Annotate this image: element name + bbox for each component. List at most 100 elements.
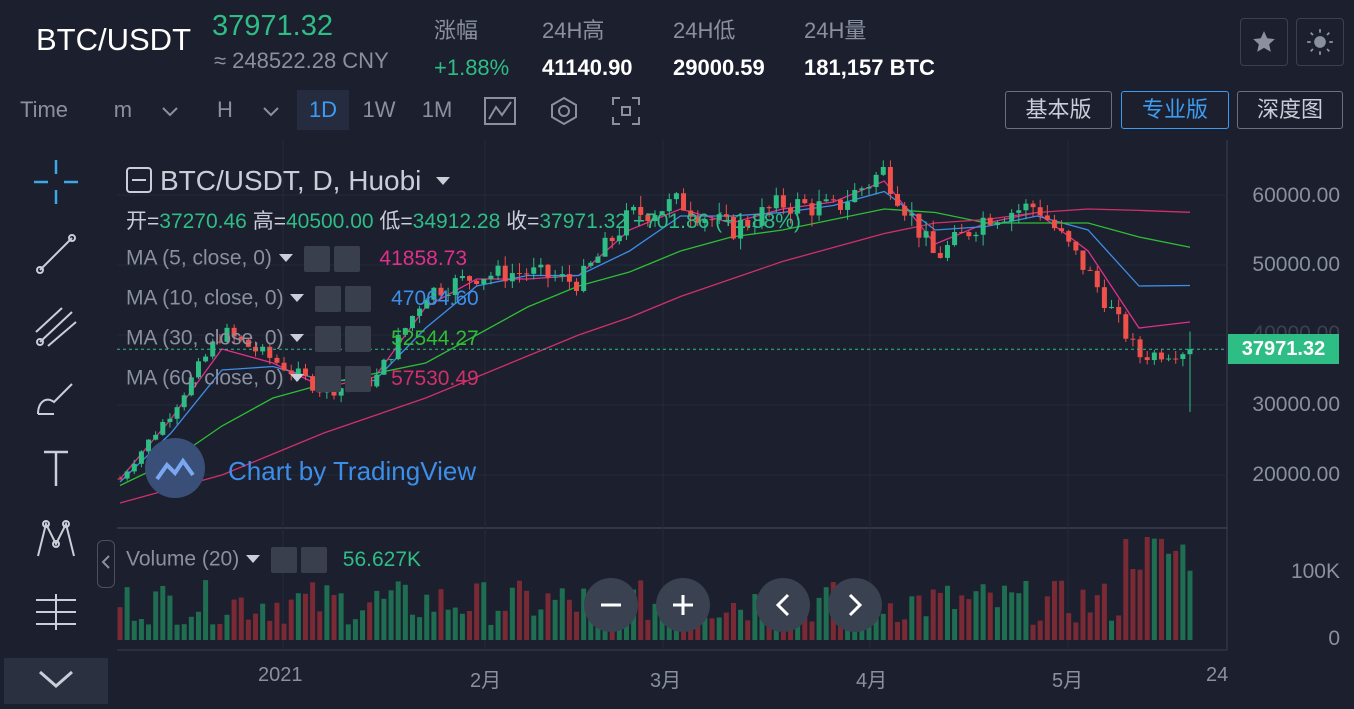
volume-bar [238,597,244,640]
volume-bar [923,616,929,640]
collapse-panel-button[interactable] [97,540,115,588]
more-tools-button[interactable] [4,658,108,704]
volume-value: 181,157 BTC [804,55,935,80]
ma-close-icon[interactable] [345,326,372,352]
volume-settings-icon[interactable] [270,547,297,573]
chevron-left-icon [101,555,110,569]
chevron-down-icon [263,107,279,117]
tradingview-watermark[interactable]: Chart by TradingView [228,456,477,486]
chart-legend-title[interactable]: BTC/USDT, D, Huobi [126,165,451,197]
scroll-right-button[interactable] [828,578,882,632]
volume-bar [153,591,159,640]
candle-body [224,327,230,342]
candle-body [609,237,615,242]
interval-1d[interactable]: 1D [297,90,349,130]
candle-body [467,276,473,281]
candle-body [388,359,394,361]
candle-body [816,201,822,216]
scroll-left-button[interactable] [756,578,810,632]
volume-bar [474,583,480,640]
favorite-button[interactable] [1240,18,1288,66]
candle-body [1166,358,1172,360]
chevron-down-icon [162,107,178,117]
pattern-tool[interactable] [26,512,86,568]
candle-body [616,235,622,242]
candle-body [795,199,801,214]
y-tick-label: 50000.00 [1252,253,1340,276]
volume-bar [566,599,572,640]
minute-select[interactable]: m [96,90,196,130]
trendline-tool[interactable] [26,226,86,282]
volume-bar [467,610,473,640]
volume-bar [766,621,772,640]
ma-row[interactable]: MA (10, close, 0) 47064.60 [126,286,479,312]
theme-toggle-button[interactable] [1296,18,1344,66]
x-tick-label: 5月 [1052,670,1084,692]
ma-settings-icon[interactable] [315,366,342,392]
brush-tool[interactable] [26,370,86,426]
fib-tool[interactable] [26,298,86,354]
indicator-button[interactable] [474,90,526,130]
hour-select[interactable]: H [206,90,290,130]
volume-bar [302,593,308,640]
view-basic-button[interactable]: 基本版 [1005,91,1112,129]
candle-body [509,273,515,282]
candle-body [431,287,437,300]
volume-close-icon[interactable] [300,547,327,573]
volume-bar [809,621,815,640]
candle-body [759,207,765,226]
volume-bar [495,610,501,640]
volume-legend[interactable]: Volume (20) 56.627K [126,547,421,573]
ma-row[interactable]: MA (30, close, 0) 52544.27 [126,326,479,352]
candle-body [745,219,751,227]
ma-row[interactable]: MA (60, close, 0) 57530.49 [126,366,479,392]
screenshot-button[interactable] [600,90,652,130]
ma-close-icon[interactable] [345,286,372,312]
crosshair-tool[interactable] [26,154,86,210]
volume-bar [552,599,558,640]
ma-settings-icon[interactable] [315,286,342,312]
zoom-out-button[interactable] [584,578,638,632]
ma-close-icon[interactable] [333,246,360,272]
ma-settings-icon[interactable] [315,326,342,352]
volume-bar [217,623,223,640]
y-tick-label: 30000.00 [1252,393,1340,416]
last-price: 37971.32 [212,10,333,42]
volume-bar [802,602,808,640]
volume-bar [195,611,201,640]
text-tool[interactable] [26,440,86,496]
candle-body [788,207,794,214]
candle-body [716,214,722,220]
candle-body [409,315,415,329]
open-value: 37270.46 [159,210,247,233]
caret-down-icon [246,554,261,563]
view-pro-button[interactable]: 专业版 [1121,91,1229,129]
change-stat: 涨幅 +1.88% [434,13,509,81]
candle-body [288,370,294,375]
volume-bar [502,610,508,640]
view-depth-button[interactable]: 深度图 [1237,91,1343,129]
minus-icon [601,603,621,607]
ma-value: 57530.49 [391,366,479,390]
volume-bar [1116,615,1122,640]
volume-bar [1059,580,1065,640]
pair-name[interactable]: BTC/USDT [36,22,191,57]
candle-body [823,199,829,202]
interval-1m[interactable]: 1M [421,97,453,122]
measure-tool[interactable] [26,584,86,640]
zoom-in-button[interactable] [656,578,710,632]
collapse-legend-icon [126,167,152,193]
ma-close-icon[interactable] [345,366,372,392]
volume-bar [623,623,629,640]
candle-body [666,199,672,212]
candle-body [1123,314,1129,339]
high-stat: 24H高 41140.90 [542,13,633,81]
volume-bar [895,622,901,640]
interval-1w[interactable]: 1W [362,97,396,122]
ma-settings-icon[interactable] [303,246,330,272]
ma-row[interactable]: MA (5, close, 0) 41858.73 [126,246,467,272]
settings-button[interactable] [538,90,590,130]
candle-body [459,276,465,279]
volume-bar [160,585,166,640]
